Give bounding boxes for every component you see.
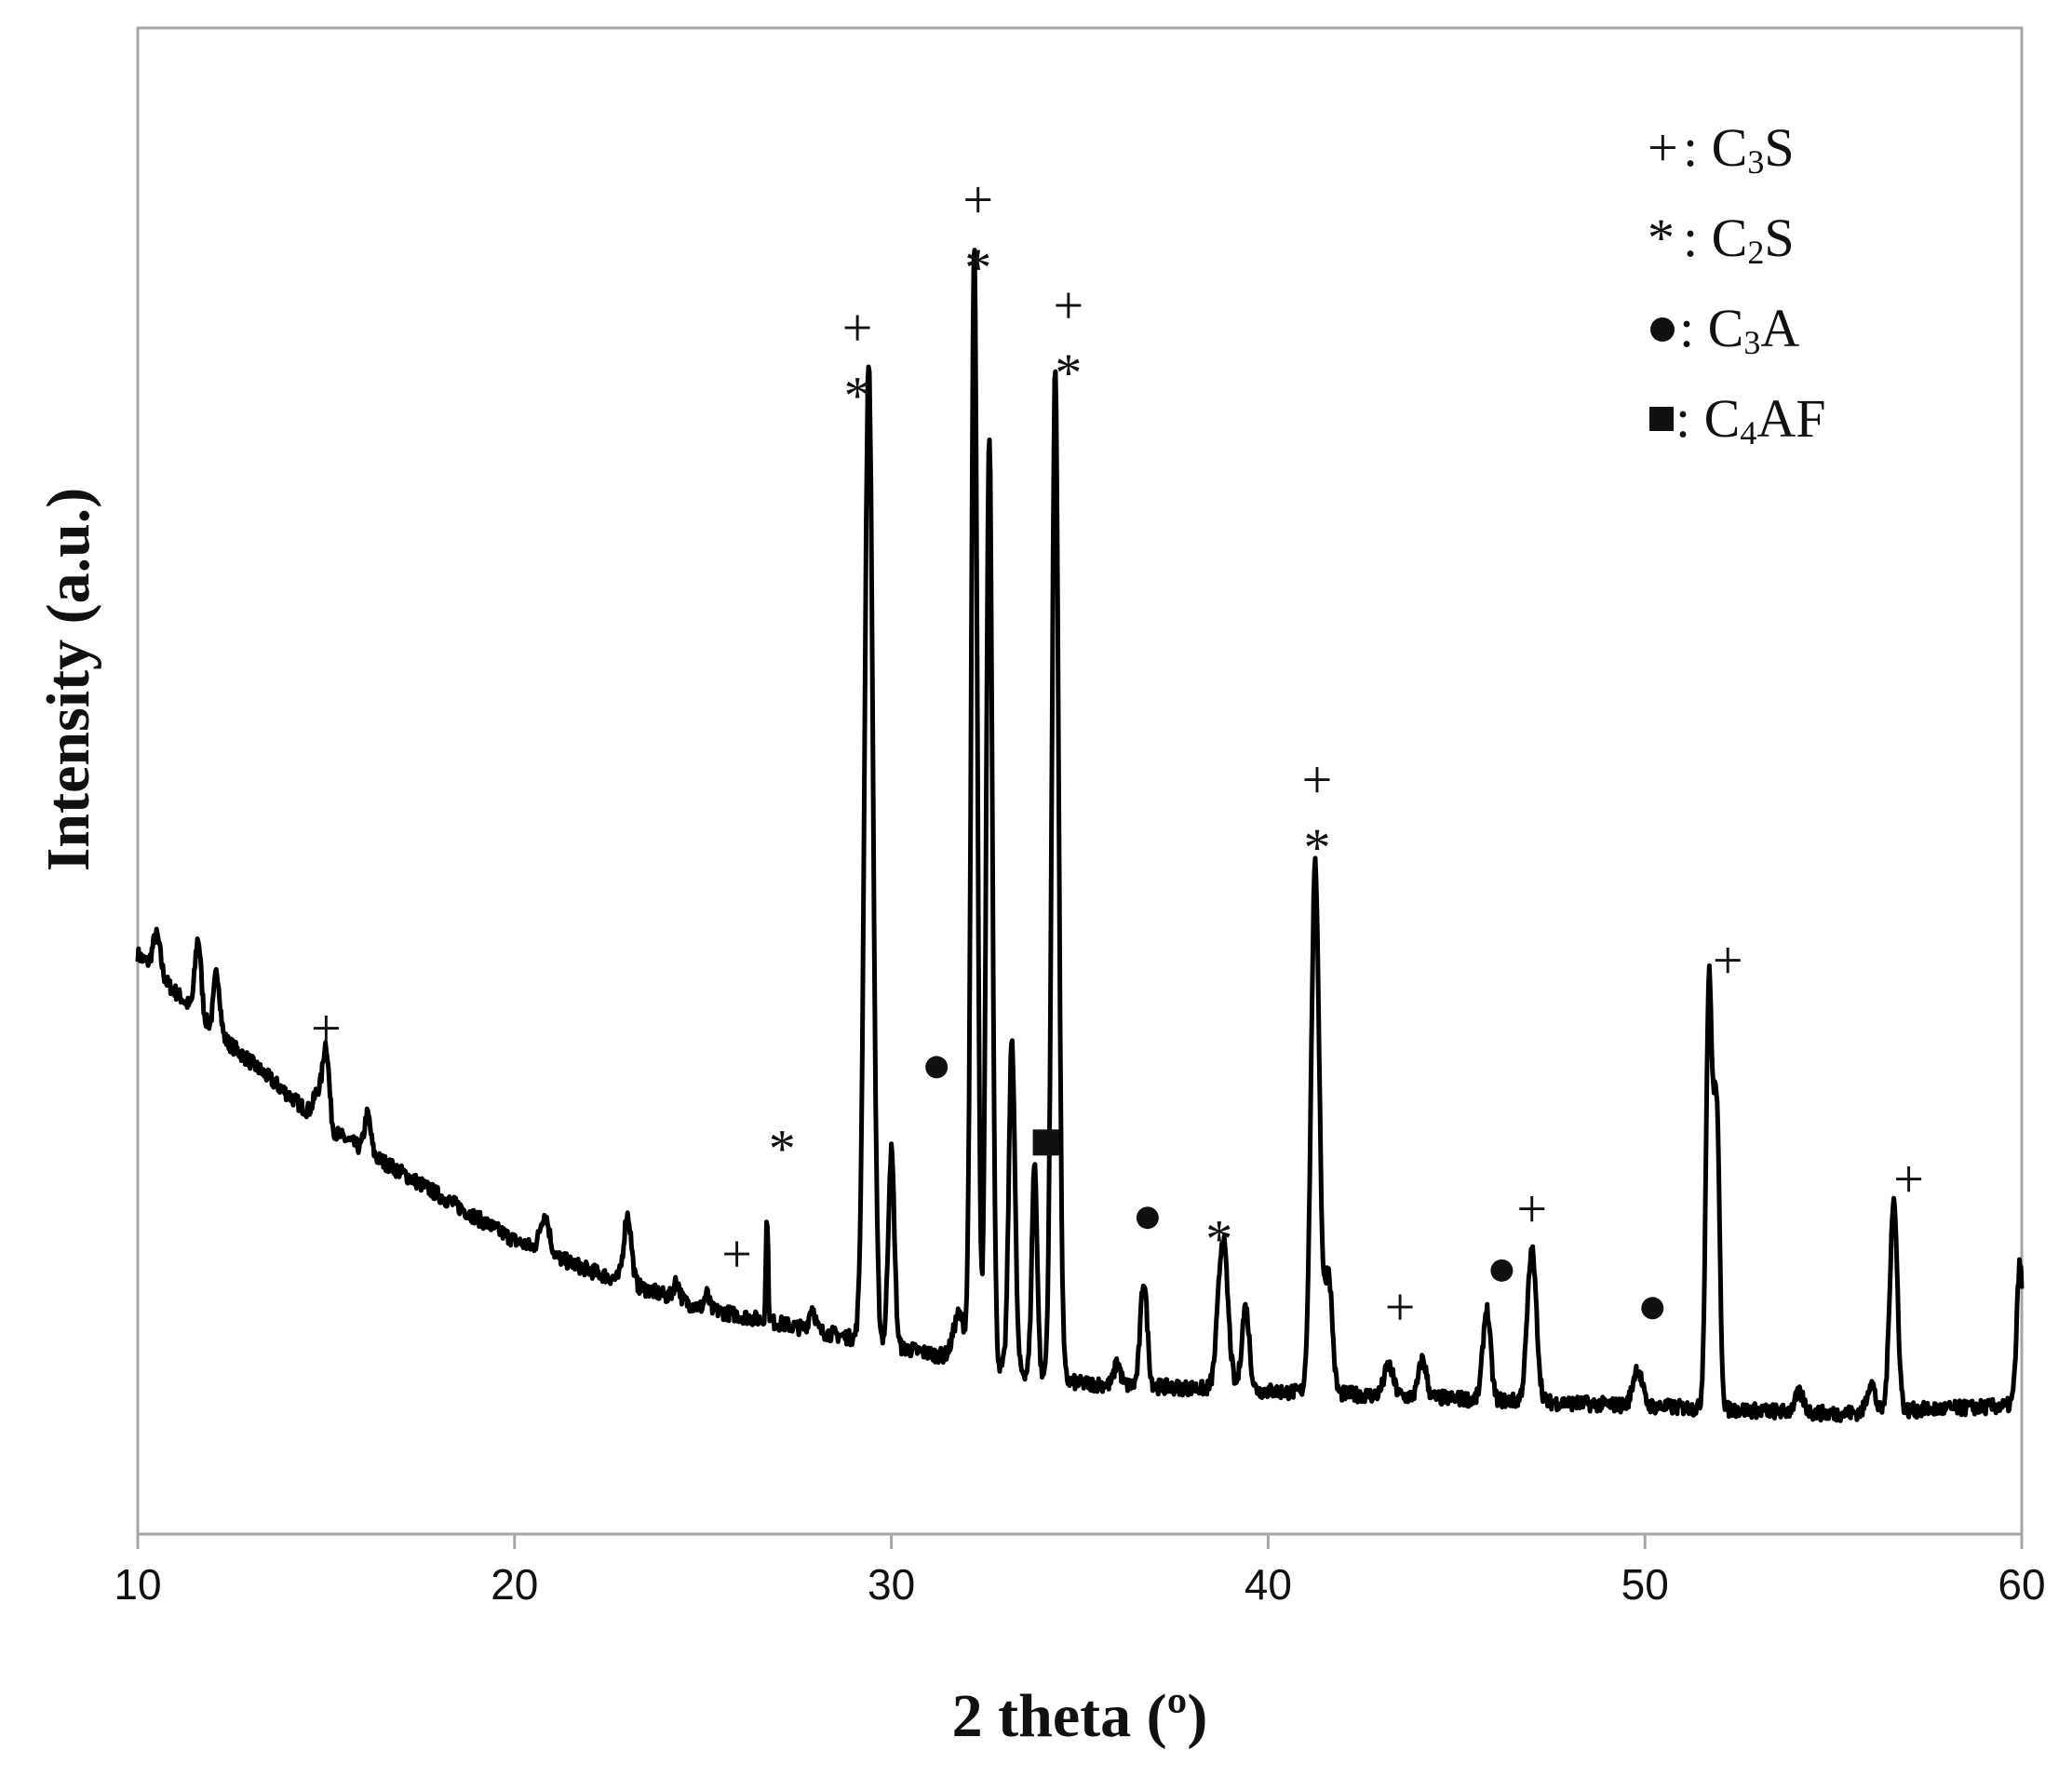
annotation-plus-20: +	[1893, 1149, 1924, 1209]
annotation-plus-9: +	[1053, 275, 1083, 335]
x-tick-label-50: 50	[1621, 1560, 1669, 1609]
legend: +: C3S*: C2S : C3A : C4AF	[1648, 117, 1825, 451]
annotation-plus-2: +	[721, 1224, 752, 1285]
x-tick-label-20: 20	[491, 1560, 538, 1609]
annotation-plus-13: +	[1302, 749, 1333, 810]
x-tick-label-40: 40	[1245, 1560, 1292, 1609]
x-tick-label-60: 60	[1998, 1560, 2045, 1609]
annotation-plus-3: +	[842, 298, 873, 358]
xrd-pattern-line	[135, 248, 2025, 1423]
legend-label-1: : C2S	[1683, 208, 1795, 271]
peak-annotations: + * + + * + * + * * + * + + + +	[311, 169, 1924, 1337]
x-tick-label-10: 10	[114, 1560, 161, 1609]
plot-frame	[136, 26, 2024, 1536]
annotation-asterisk-10: *	[1055, 343, 1082, 403]
annotation-asterisk-7: *	[964, 237, 991, 298]
legend-square-icon	[1649, 407, 1674, 431]
annotation-plus-17: +	[1516, 1179, 1547, 1239]
y-axis-title: Intensity (a.u.)	[34, 488, 102, 872]
annotation-circle-18	[1641, 1297, 1664, 1320]
annotation-circle-11	[1136, 1206, 1159, 1230]
legend-label-2: : C3A	[1679, 298, 1799, 361]
annotation-plus-6: +	[962, 169, 993, 230]
annotation-asterisk-12: *	[1205, 1208, 1232, 1269]
x-axis-title: 2 theta (º)	[952, 1682, 1208, 1750]
legend-symbol-asterisk: *	[1648, 208, 1675, 268]
legend-circle-icon	[1650, 317, 1675, 342]
x-tick-labels: 10 20 30 40 50 60	[114, 1560, 2045, 1609]
x-tick-label-30: 30	[868, 1560, 915, 1609]
annotation-plus-15: +	[1385, 1276, 1416, 1337]
annotation-asterisk-1: *	[769, 1118, 796, 1179]
annotation-square-8	[1032, 1129, 1059, 1156]
annotation-plus-0: +	[311, 998, 342, 1058]
x-ticks	[136, 1534, 2024, 1549]
annotation-asterisk-14: *	[1304, 817, 1331, 878]
annotation-asterisk-4: *	[844, 365, 871, 425]
annotation-circle-16	[1490, 1259, 1514, 1282]
legend-label-3: : C4AF	[1675, 388, 1825, 451]
legend-label-0: : C3S	[1683, 117, 1795, 181]
annotation-circle-5	[925, 1056, 949, 1079]
legend-symbol-plus: +	[1648, 117, 1678, 178]
annotation-plus-19: +	[1713, 930, 1743, 990]
